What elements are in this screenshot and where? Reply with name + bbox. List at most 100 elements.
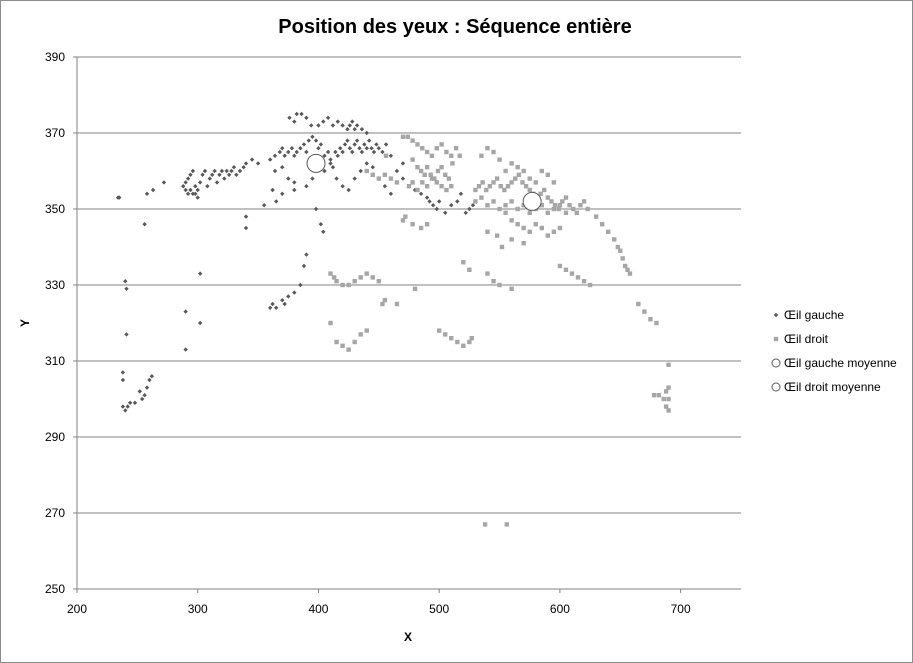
- legend-label: Œil gauche: [784, 308, 844, 322]
- left-eye-point: [190, 191, 196, 196]
- left-eye-point: [352, 176, 357, 181]
- left-eye-point: [183, 187, 188, 193]
- left-eye-point: [125, 404, 130, 409]
- left-eye-point: [294, 149, 299, 155]
- right-eye-point: [520, 180, 525, 185]
- left-eye-point: [400, 161, 406, 166]
- right-eye-point: [340, 282, 345, 288]
- legend: Œil gauche Œil droit Œil gauche moyenne Œil…: [771, 308, 897, 394]
- left-eye-point: [292, 187, 297, 193]
- left-eye-point: [316, 146, 321, 151]
- left-eye-point: [214, 180, 220, 185]
- left-eye-point: [267, 157, 273, 162]
- left-eye-point: [467, 206, 472, 212]
- left-eye-point: [350, 119, 355, 124]
- right-eye-point: [497, 157, 502, 162]
- y-axis-label: Y: [18, 319, 32, 327]
- right-eye-point: [410, 180, 415, 185]
- right-eye-point: [382, 298, 388, 303]
- right-eye-point: [358, 275, 363, 280]
- right-eye-point: [380, 301, 385, 307]
- left-eye-point: [202, 168, 208, 174]
- left-eye-point: [190, 168, 196, 174]
- left-eye-point: [357, 146, 362, 151]
- right-eye-point: [418, 168, 424, 174]
- left-eye-point: [371, 149, 377, 155]
- left-eye-point: [142, 393, 147, 398]
- left-eye-mean-marker: [306, 153, 326, 173]
- left-eye-point: [132, 400, 138, 405]
- left-eye-point: [188, 187, 193, 193]
- right-eye-point: [620, 256, 625, 261]
- x-tick-label: 600: [550, 602, 570, 616]
- left-eye-point: [455, 199, 460, 204]
- left-eye-point: [292, 290, 297, 295]
- right-eye-point: [429, 176, 435, 181]
- left-eye-point: [237, 168, 243, 174]
- right-eye-point: [656, 393, 662, 398]
- left-eye-point: [195, 187, 200, 193]
- left-eye-point: [249, 157, 255, 162]
- left-eye-point: [226, 172, 232, 177]
- left-eye-point: [436, 199, 442, 204]
- right-eye-point: [485, 229, 490, 234]
- right-eye-point: [599, 222, 605, 227]
- right-eye-point: [449, 336, 454, 341]
- x-axis-label: X: [404, 630, 412, 644]
- right-eye-point: [556, 206, 561, 212]
- right-eye-point: [422, 172, 427, 177]
- left-eye-point: [318, 222, 324, 227]
- right-eye-point: [424, 222, 430, 227]
- left-eye-point: [150, 187, 156, 193]
- right-eye-point: [538, 191, 543, 196]
- right-eye-point: [457, 153, 462, 158]
- right-eye-point: [521, 225, 526, 231]
- right-eye-point: [434, 146, 439, 151]
- left-eye-point: [286, 176, 291, 181]
- right-eye-point: [542, 187, 547, 193]
- right-eye-point: [636, 301, 641, 307]
- left-eye-point: [272, 168, 278, 174]
- right-eye-point: [428, 172, 433, 177]
- left-eye-point: [427, 199, 432, 204]
- left-eye-point: [241, 165, 246, 170]
- right-eye-point: [491, 199, 496, 204]
- left-eye-point: [200, 172, 205, 177]
- left-eye-point: [316, 123, 321, 128]
- right-eye-point: [383, 153, 389, 158]
- left-eye-point: [149, 374, 155, 379]
- left-eye-point: [287, 115, 292, 120]
- right-eye-point: [491, 180, 496, 185]
- left-eye-point: [231, 165, 237, 170]
- right-eye-point: [509, 218, 514, 223]
- left-eye-point: [364, 161, 369, 166]
- right-eye-point: [523, 184, 529, 189]
- axes: 250 270 290 310 330 350 370 390 200 300 400 500 600 7…: [45, 50, 741, 616]
- left-eye-point: [270, 187, 275, 193]
- right-eye-point: [429, 153, 435, 158]
- right-eye-point: [509, 286, 514, 291]
- right-eye-point: [606, 229, 611, 234]
- x-tick-label: 400: [308, 602, 328, 616]
- left-eye-point: [147, 377, 152, 383]
- left-eye-point: [261, 203, 267, 208]
- right-eye-point: [449, 184, 454, 189]
- right-eye-point: [545, 210, 551, 215]
- right-eye-point: [581, 279, 587, 284]
- right-eye-point: [394, 301, 400, 307]
- left-eye-point: [309, 123, 314, 128]
- right-eye-point: [503, 210, 508, 215]
- y-tick-label: 350: [45, 202, 65, 216]
- left-eye-point: [298, 282, 303, 288]
- left-eye-point: [325, 115, 331, 120]
- left-eye-point: [280, 165, 285, 170]
- left-eye-point: [335, 153, 340, 158]
- left-eye-point: [310, 134, 315, 139]
- right-eye-point: [439, 142, 444, 147]
- right-eye-point: [494, 176, 500, 181]
- y-tick-label: 250: [45, 582, 65, 596]
- right-eye-point: [567, 203, 572, 208]
- right-eye-point: [450, 161, 455, 166]
- right-eye-point: [479, 195, 484, 200]
